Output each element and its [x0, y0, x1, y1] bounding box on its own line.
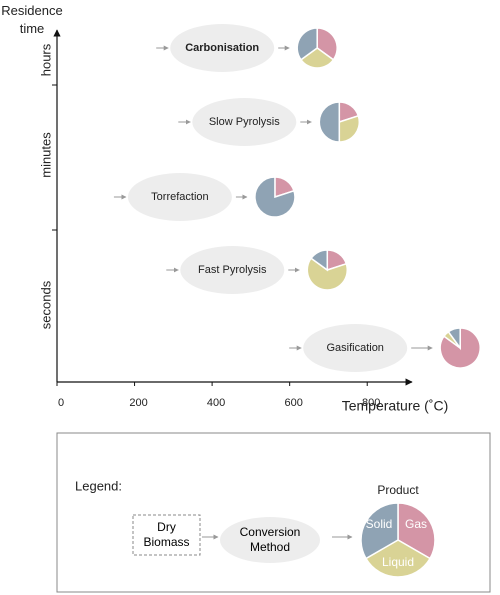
legend-title: Legend: [75, 478, 122, 493]
method-wrap: Conversion Method [239, 525, 301, 554]
pie-wedge [310, 249, 329, 272]
pie-wedge [318, 101, 341, 143]
process-label: Carbonisation [185, 42, 259, 54]
pie-wedge [254, 176, 296, 218]
legend-wedge [364, 539, 432, 578]
process-ellipse [127, 173, 232, 221]
legend-product-label: Product [377, 483, 419, 497]
process-label: Slow Pyrolysis [209, 116, 280, 128]
pie-wedge [338, 114, 361, 143]
legend-wedge [360, 502, 399, 560]
method-label: Conversion Method [239, 525, 301, 554]
process-ellipse [303, 324, 408, 372]
feedstock-box [132, 514, 201, 556]
pie-wedge [447, 327, 461, 351]
x-axis-label: Temperature (˚C) [342, 398, 449, 414]
process-label: Torrefaction [151, 191, 208, 203]
process-label: Gasification [326, 342, 383, 354]
legend-product-name: Gas [405, 517, 427, 531]
x-tick-label: 800 [362, 397, 380, 409]
y-band-label: minutes [38, 132, 53, 178]
x-tick-label: 200 [129, 397, 147, 409]
pie-wedge [306, 257, 348, 291]
process-ellipse [180, 246, 285, 294]
legend-product-name: Solid [366, 517, 393, 531]
legend-product-name: Liquid [382, 555, 414, 569]
x-tick-label: 600 [284, 397, 302, 409]
feedstock-label: Dry Biomass [143, 520, 190, 549]
feedstock-wrap: Dry Biomass [143, 520, 190, 549]
method-ellipse [220, 517, 320, 563]
y-axis-label: Residence time [1, 3, 63, 36]
x-tick-label: 400 [207, 397, 225, 409]
process-ellipse [192, 98, 297, 146]
process-label: Fast Pyrolysis [198, 264, 267, 276]
pie-wedge [299, 47, 335, 69]
legend-box [56, 432, 491, 593]
process-ellipse [170, 24, 275, 72]
pie-wedge [316, 27, 338, 61]
y-band-label: hours [38, 43, 53, 76]
pie-wedge [296, 27, 318, 61]
x-tick-label: 0 [58, 397, 64, 409]
y-band-label: seconds [38, 280, 53, 329]
